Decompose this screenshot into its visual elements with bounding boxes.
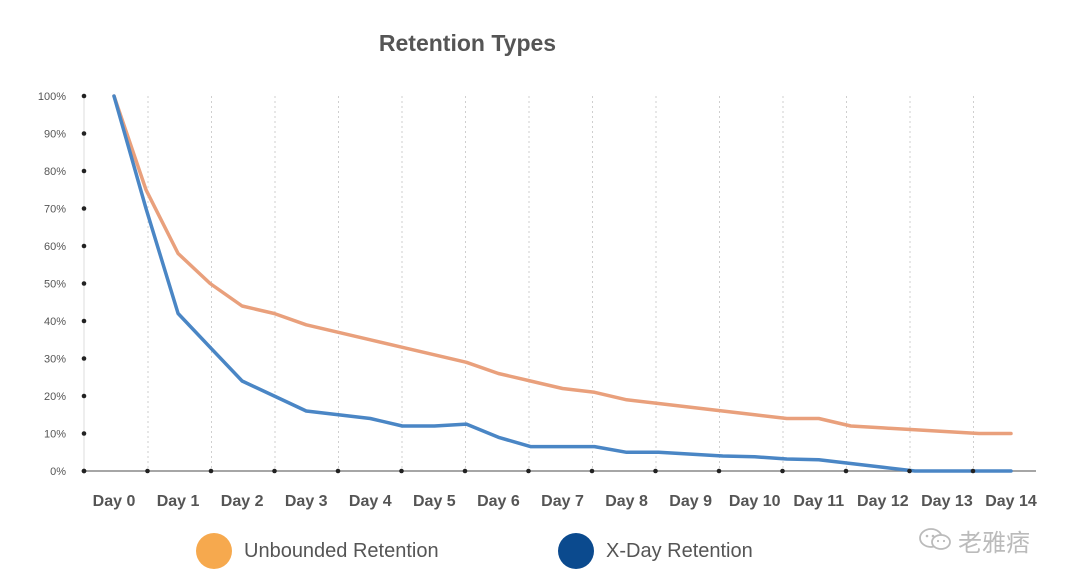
x-tick-mark [589,468,595,474]
x-tick-mark [843,468,849,474]
y-axis-ticks: 0% 10% 20% 30% 40% 50% 60% 70% 80% 90% 100% [38,91,87,478]
x-tick-label: Day 4 [349,493,392,510]
x-tick-mark [526,468,531,474]
legend-swatch-unbounded [196,533,232,569]
x-tick-label: Day 2 [221,493,264,510]
x-tick-mark [970,468,976,474]
legend-label-unbounded: Unbounded Retention [244,539,439,562]
legend-swatch-xday [558,533,594,569]
wechat-icon [919,528,951,550]
y-tick-mark [81,168,87,174]
y-tick-mark [81,131,87,136]
y-tick-label: 50% [44,279,66,291]
y-tick-mark [81,318,87,324]
y-tick-label: 10% [44,429,66,441]
x-tick-mark [907,468,912,474]
x-tick-label: Day 0 [93,493,136,510]
y-tick-label: 100% [38,91,66,103]
x-tick-mark [716,468,722,474]
x-tick-label: Day 12 [857,493,909,510]
legend-label-xday: X-Day Retention [606,539,753,562]
y-tick-mark [81,356,87,361]
series-layer [112,94,1013,473]
x-tick-label: Day 9 [669,493,712,510]
x-axis-ticks: Day 0 Day 1 Day 2 Day 3 Day 4 Day 5 Day 6 Day 7… [81,468,1037,510]
x-tick-mark [272,468,277,474]
x-tick-label: Day 8 [605,493,648,510]
y-tick-label: 40% [44,316,66,328]
x-tick-label: Day 1 [157,493,200,510]
x-tick-mark [335,468,341,474]
grid [147,96,974,471]
watermark-text: 老雅痞 [958,529,1030,557]
x-tick-label: Day 6 [477,493,520,510]
x-tick-mark [399,468,404,474]
legend-item-xday: X-Day Retention [558,533,753,569]
y-tick-label: 30% [44,354,66,366]
x-tick-mark [145,468,150,474]
axes [83,96,1036,472]
x-tick-mark [653,468,658,474]
x-tick-mark [780,468,785,474]
y-tick-label: 60% [44,241,66,253]
y-tick-label: 70% [44,204,66,216]
x-tick-label: Day 5 [413,493,456,510]
x-tick-label: Day 10 [729,493,781,510]
chart-title: Retention Types [378,30,557,56]
legend-item-unbounded: Unbounded Retention [196,533,439,569]
y-tick-mark [81,93,87,99]
x-tick-mark [208,468,214,474]
series-line-unbounded [112,94,1013,436]
y-tick-label: 0% [50,466,66,478]
x-tick-mark [81,468,87,474]
x-tick-label: Day 3 [285,493,328,510]
y-tick-mark [81,281,87,286]
y-tick-label: 20% [44,391,66,403]
x-tick-label: Day 13 [921,493,973,510]
y-tick-mark [81,206,87,211]
watermark: 老雅痞 [918,525,1030,557]
y-tick-label: 90% [44,129,66,141]
x-tick-label: Day 7 [541,493,584,510]
x-tick-label: Day 11 [793,493,844,510]
y-tick-mark [81,393,87,399]
y-tick-mark [81,431,87,436]
y-tick-label: 80% [44,166,66,178]
x-tick-mark [462,468,468,474]
x-tick-label: Day 14 [985,493,1037,510]
y-tick-mark [81,243,87,249]
series-line-xday [112,94,1013,473]
